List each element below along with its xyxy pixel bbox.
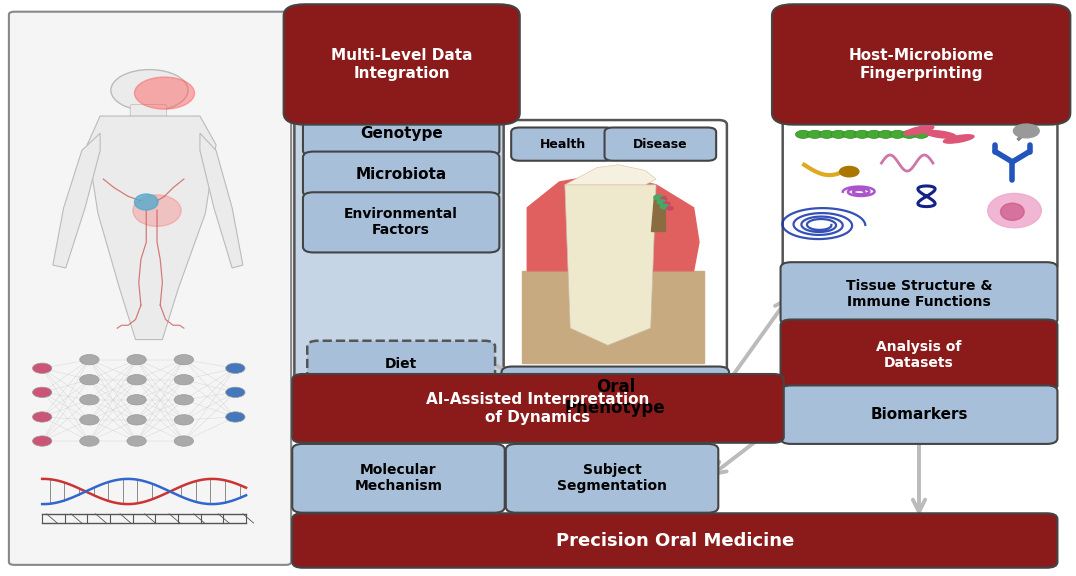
Circle shape [878, 130, 893, 138]
Circle shape [661, 198, 667, 201]
Circle shape [127, 395, 146, 405]
Circle shape [174, 354, 194, 365]
Ellipse shape [988, 194, 1042, 228]
Ellipse shape [944, 135, 974, 143]
Circle shape [1014, 124, 1039, 138]
FancyBboxPatch shape [303, 110, 499, 156]
Circle shape [174, 374, 194, 385]
Circle shape [843, 130, 858, 138]
Polygon shape [565, 165, 656, 185]
Circle shape [819, 130, 834, 138]
FancyBboxPatch shape [308, 341, 495, 404]
Ellipse shape [925, 131, 957, 138]
Circle shape [111, 70, 188, 111]
Text: Disease: Disease [633, 138, 688, 150]
Circle shape [890, 130, 905, 138]
Circle shape [32, 387, 52, 397]
FancyBboxPatch shape [780, 262, 1058, 325]
Circle shape [80, 415, 99, 425]
Circle shape [866, 130, 881, 138]
Circle shape [902, 130, 917, 138]
FancyBboxPatch shape [293, 513, 1058, 568]
Circle shape [226, 363, 245, 373]
Circle shape [854, 130, 869, 138]
Text: Multi-Level Data
Integration: Multi-Level Data Integration [331, 48, 472, 81]
Text: AI-Assisted Interpretation
of Dynamics: AI-Assisted Interpretation of Dynamics [426, 392, 650, 425]
FancyBboxPatch shape [780, 320, 1058, 391]
Polygon shape [200, 133, 243, 268]
FancyBboxPatch shape [501, 366, 730, 429]
FancyBboxPatch shape [130, 105, 167, 117]
FancyBboxPatch shape [511, 127, 614, 161]
FancyBboxPatch shape [295, 109, 508, 410]
FancyBboxPatch shape [506, 444, 719, 513]
FancyBboxPatch shape [9, 12, 292, 565]
Polygon shape [527, 173, 699, 271]
FancyBboxPatch shape [284, 4, 520, 124]
Text: Microbiota: Microbiota [355, 167, 447, 182]
Text: Molecular
Mechanism: Molecular Mechanism [354, 463, 442, 494]
FancyBboxPatch shape [303, 151, 499, 198]
Circle shape [134, 77, 195, 109]
Text: Oral
Phenotype: Oral Phenotype [565, 378, 666, 417]
Polygon shape [87, 116, 216, 340]
Circle shape [174, 436, 194, 446]
Text: Host-Microbiome
Fingerprinting: Host-Microbiome Fingerprinting [848, 48, 994, 81]
Circle shape [174, 395, 194, 405]
Circle shape [914, 130, 929, 138]
Text: Subject
Segmentation: Subject Segmentation [557, 463, 667, 494]
Circle shape [127, 415, 146, 425]
Circle shape [127, 374, 146, 385]
Text: Analysis of
Datasets: Analysis of Datasets [876, 340, 962, 370]
Circle shape [664, 202, 670, 206]
Ellipse shape [1001, 203, 1024, 221]
Text: Environmental
Factors: Environmental Factors [344, 207, 458, 237]
FancyBboxPatch shape [771, 4, 1071, 124]
FancyBboxPatch shape [504, 120, 727, 373]
Ellipse shape [904, 126, 934, 135]
Text: Tissue Structure &
Immune Functions: Tissue Structure & Immune Functions [846, 279, 992, 309]
Circle shape [226, 412, 245, 422]
Polygon shape [651, 196, 665, 230]
Circle shape [127, 436, 146, 446]
Circle shape [127, 354, 146, 365]
Text: Diet
Toxins: Diet Toxins [377, 357, 426, 388]
Circle shape [32, 412, 52, 422]
Circle shape [657, 200, 666, 204]
Text: Genotype: Genotype [359, 126, 442, 141]
FancyBboxPatch shape [303, 192, 499, 252]
Circle shape [80, 354, 99, 365]
Circle shape [839, 166, 859, 177]
Circle shape [80, 395, 99, 405]
Circle shape [32, 363, 52, 373]
Polygon shape [565, 185, 656, 346]
Circle shape [667, 207, 674, 210]
Text: Precision Oral Medicine: Precision Oral Medicine [555, 532, 794, 550]
Ellipse shape [134, 194, 158, 210]
FancyBboxPatch shape [782, 109, 1058, 270]
Circle shape [80, 436, 99, 446]
FancyBboxPatch shape [293, 444, 505, 513]
Circle shape [174, 415, 194, 425]
Circle shape [226, 387, 245, 397]
Circle shape [80, 374, 99, 385]
FancyBboxPatch shape [293, 374, 783, 443]
Text: Health: Health [539, 138, 585, 150]
Circle shape [795, 130, 810, 138]
FancyBboxPatch shape [605, 127, 717, 161]
Circle shape [661, 204, 669, 209]
Circle shape [831, 130, 846, 138]
FancyBboxPatch shape [780, 385, 1058, 444]
Circle shape [807, 130, 822, 138]
Circle shape [32, 436, 52, 446]
Polygon shape [53, 133, 100, 268]
Ellipse shape [132, 195, 181, 226]
Polygon shape [522, 271, 705, 362]
Circle shape [654, 195, 663, 200]
Text: Biomarkers: Biomarkers [870, 407, 967, 422]
